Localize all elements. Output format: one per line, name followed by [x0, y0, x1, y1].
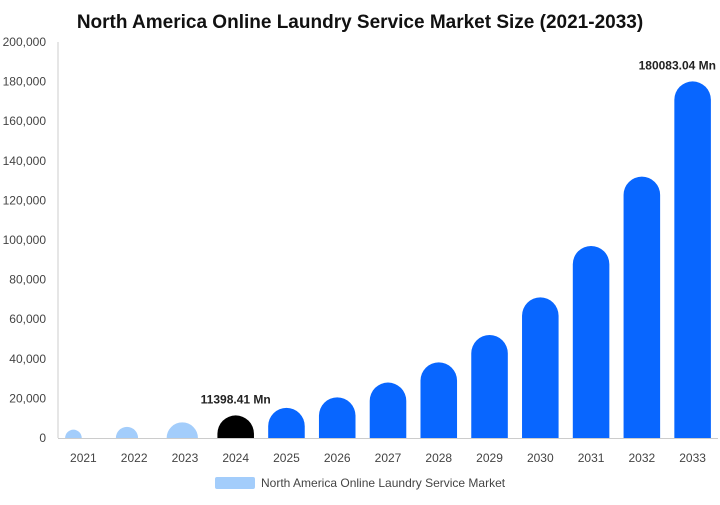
x-tick-label: 2031 [578, 451, 605, 465]
bar-2031 [572, 245, 610, 438]
legend-swatch [215, 477, 255, 489]
y-tick-label: 100,000 [3, 233, 47, 247]
x-tick-label: 2022 [121, 451, 148, 465]
x-tick-label: 2033 [679, 451, 706, 465]
y-tick-label: 0 [39, 431, 46, 445]
y-tick-label: 40,000 [9, 352, 46, 366]
bar-2024 [217, 415, 254, 438]
bar-2023 [166, 422, 204, 438]
x-tick-label: 2028 [425, 451, 452, 465]
x-tick-label: 2029 [476, 451, 503, 465]
y-axis: 0 20,000 40,000 60,000 80,000 100,000 120,000 1… [3, 35, 59, 445]
bar-2030 [522, 297, 559, 438]
x-tick-label: 2026 [324, 451, 351, 465]
bar-2027 [369, 382, 407, 438]
chart-title: North America Online Laundry Service Mar… [77, 12, 643, 33]
legend-label: North America Online Laundry Service Mar… [261, 476, 506, 490]
data-label-2033: 180083.04 Mn [639, 58, 716, 72]
bar-2026 [318, 397, 356, 438]
x-tick-label: 2023 [172, 451, 199, 465]
x-tick-label: 2024 [222, 451, 249, 465]
legend: North America Online Laundry Service Mar… [215, 476, 506, 490]
y-tick-label: 180,000 [3, 75, 47, 89]
y-tick-label: 60,000 [9, 312, 46, 326]
x-tick-label: 2030 [527, 451, 554, 465]
y-tick-label: 160,000 [3, 114, 47, 128]
y-tick-label: 120,000 [3, 193, 47, 207]
bar-2029 [471, 335, 508, 438]
y-tick-label: 200,000 [3, 35, 47, 49]
x-tick-label: 2032 [628, 451, 655, 465]
bar-2022 [115, 426, 153, 438]
bar-2028 [420, 362, 458, 438]
x-axis: 2021 2022 2023 2024 2025 2026 2027 2028 2029 2030… [58, 438, 718, 465]
y-tick-label: 80,000 [9, 273, 46, 287]
y-tick-label: 20,000 [9, 391, 46, 405]
x-tick-label: 2027 [375, 451, 402, 465]
bar-2025 [268, 407, 305, 438]
x-tick-label: 2021 [70, 451, 97, 465]
x-tick-label: 2025 [273, 451, 300, 465]
bar-2021 [65, 429, 102, 438]
bar-2032 [623, 176, 661, 438]
data-labels: 11398.41 Mn 180083.04 Mn [201, 58, 716, 406]
bars [65, 81, 711, 439]
bar-2033 [674, 81, 711, 439]
data-label-2024: 11398.41 Mn [201, 392, 271, 406]
y-tick-label: 140,000 [3, 154, 47, 168]
